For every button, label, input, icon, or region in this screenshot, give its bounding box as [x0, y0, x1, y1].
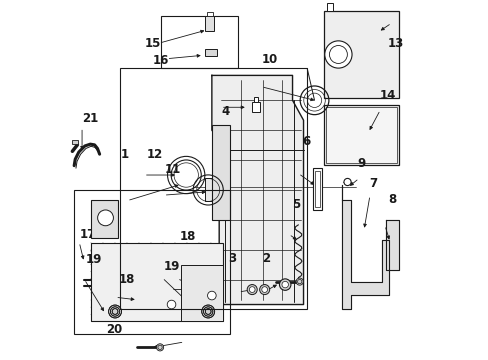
Text: 13: 13 [387, 36, 404, 50]
Bar [253, 98, 258, 102]
Text: 1: 1 [121, 148, 129, 161]
Text: 10: 10 [261, 53, 277, 66]
Text: 15: 15 [144, 36, 161, 50]
Bar [91, 200, 118, 238]
Bar [325, 107, 396, 163]
Circle shape [279, 279, 290, 290]
Circle shape [246, 284, 257, 294]
Bar [160, 15, 237, 68]
Bar [181, 265, 223, 321]
Text: 17: 17 [80, 228, 96, 241]
Bar [324, 11, 398, 98]
Circle shape [261, 287, 267, 292]
Bar [211, 125, 230, 220]
Circle shape [207, 291, 216, 300]
Text: 20: 20 [106, 323, 122, 336]
Bar [204, 179, 222, 202]
Text: 19: 19 [86, 253, 102, 266]
Polygon shape [342, 185, 388, 310]
Polygon shape [386, 220, 398, 270]
Circle shape [249, 287, 255, 292]
Bar [314, 171, 320, 207]
Text: 16: 16 [153, 54, 169, 67]
Bar [72, 140, 78, 144]
Bar [251, 102, 260, 112]
Circle shape [156, 344, 163, 351]
Circle shape [282, 282, 288, 288]
Circle shape [167, 300, 176, 309]
Text: 19: 19 [163, 260, 180, 273]
Text: 14: 14 [379, 89, 396, 102]
Bar [312, 168, 322, 210]
Text: 9: 9 [357, 157, 365, 170]
Text: 2: 2 [261, 252, 269, 265]
Polygon shape [211, 75, 303, 305]
Text: 5: 5 [292, 198, 300, 211]
Text: 21: 21 [82, 112, 99, 125]
Circle shape [98, 210, 113, 226]
Circle shape [259, 284, 269, 294]
Bar [74, 190, 230, 334]
Circle shape [108, 305, 122, 318]
Bar [205, 49, 217, 56]
Circle shape [296, 278, 303, 285]
Text: 7: 7 [368, 177, 377, 190]
Text: 6: 6 [301, 135, 309, 148]
Bar [120, 68, 306, 310]
Text: 4: 4 [221, 105, 229, 118]
Bar [205, 16, 214, 31]
Text: 12: 12 [147, 148, 163, 161]
Circle shape [202, 305, 214, 318]
Circle shape [343, 179, 350, 185]
Bar [91, 243, 223, 321]
Bar [324, 105, 398, 165]
Text: 18: 18 [118, 273, 134, 286]
Circle shape [324, 41, 351, 68]
Text: 18: 18 [179, 230, 195, 243]
Text: 11: 11 [164, 163, 181, 176]
Bar [206, 12, 212, 16]
Bar [326, 4, 332, 11]
Text: 3: 3 [228, 252, 236, 265]
Text: 8: 8 [387, 193, 395, 206]
Text: 20: 20 [182, 296, 198, 309]
